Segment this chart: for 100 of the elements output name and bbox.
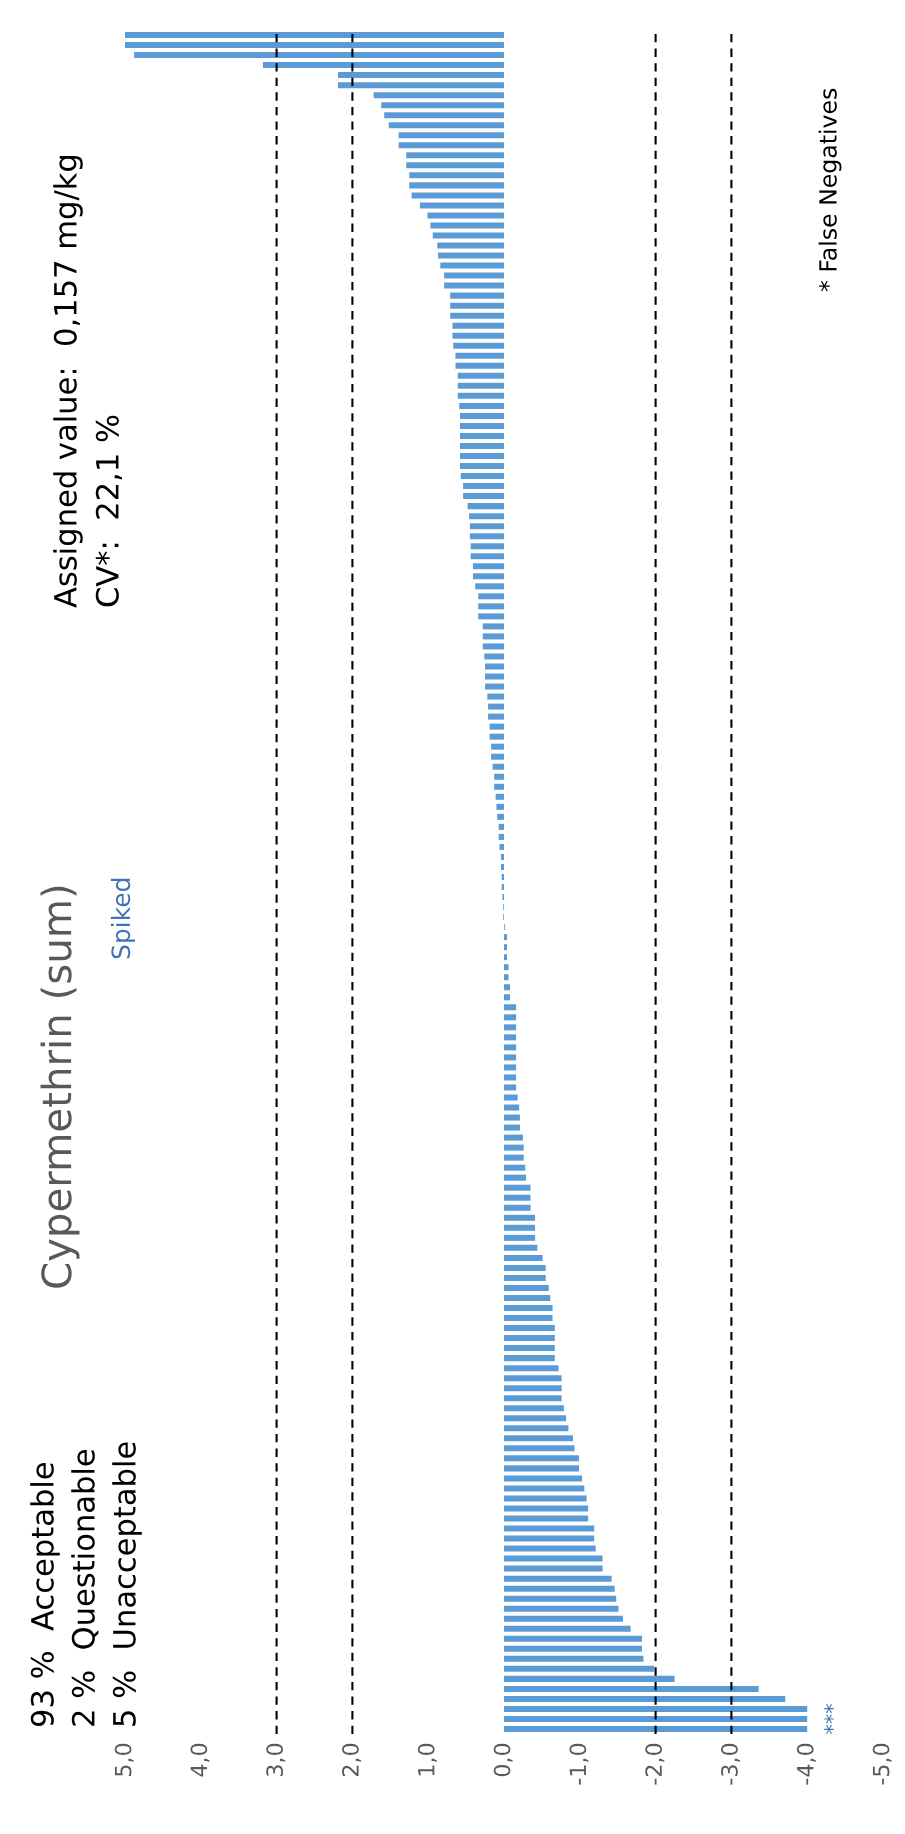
bar — [467, 503, 504, 510]
bar — [504, 1284, 549, 1291]
bar — [482, 623, 504, 630]
bar — [504, 1124, 520, 1131]
text: 93 % Acceptable — [30, 1463, 60, 1727]
bar — [504, 1555, 603, 1562]
bar — [504, 1134, 523, 1141]
bar — [125, 42, 504, 49]
bar — [504, 1455, 580, 1462]
bar — [459, 402, 504, 409]
bar — [504, 1024, 517, 1031]
bar — [409, 172, 504, 179]
bar — [504, 1004, 517, 1011]
bar — [504, 1074, 517, 1081]
bar — [504, 1435, 573, 1442]
x-tick-label: 2,0 — [342, 1743, 362, 1777]
annotation: 5 % Unacceptable — [112, 1442, 142, 1726]
bar — [504, 1365, 559, 1372]
bar — [504, 1204, 531, 1211]
bar — [504, 1595, 617, 1602]
bar — [504, 1355, 555, 1362]
bar — [504, 974, 509, 981]
bar — [504, 1094, 518, 1101]
bar — [504, 1294, 551, 1301]
bar — [504, 1675, 675, 1682]
bar — [457, 382, 504, 389]
bar — [469, 523, 504, 530]
bar — [478, 593, 504, 600]
bar — [470, 543, 504, 550]
bar — [427, 212, 504, 219]
bar — [504, 1054, 517, 1061]
bar — [485, 683, 504, 690]
bar — [381, 102, 504, 109]
bar — [406, 162, 504, 169]
bar — [373, 92, 504, 99]
bar — [504, 1315, 553, 1322]
bar — [494, 783, 504, 790]
bar — [460, 432, 504, 439]
bar — [398, 132, 504, 139]
bar — [472, 573, 504, 580]
x-tick-label: 4,0 — [190, 1743, 210, 1777]
bar — [384, 112, 504, 119]
text: 2 % Questionable — [71, 1449, 99, 1726]
bar — [460, 442, 504, 449]
bar — [504, 1605, 619, 1612]
bar — [504, 1535, 595, 1542]
bar — [450, 292, 504, 299]
x-tick-label: 5,0 — [114, 1743, 134, 1776]
bar — [504, 1615, 624, 1622]
bar — [444, 272, 504, 279]
bar — [457, 372, 504, 379]
bar — [338, 82, 504, 89]
bar — [489, 723, 504, 730]
bar — [504, 1375, 562, 1382]
bar — [504, 1485, 585, 1492]
bar — [504, 1184, 531, 1191]
bar — [437, 242, 504, 249]
bar — [504, 1385, 562, 1392]
bar — [504, 1264, 546, 1271]
x-tick-label: 1,0 — [417, 1743, 437, 1776]
bar — [504, 1044, 517, 1051]
bar — [499, 843, 504, 850]
bar — [504, 1665, 655, 1672]
bar — [504, 934, 508, 941]
annotation: *** — [824, 1703, 834, 1734]
bar — [494, 773, 504, 780]
bar — [469, 533, 504, 540]
bar — [419, 202, 504, 209]
bar — [504, 1244, 538, 1251]
bar — [478, 613, 504, 620]
bar — [504, 1445, 575, 1452]
bar — [504, 954, 508, 961]
bar — [504, 1585, 615, 1592]
bar — [488, 703, 504, 710]
bar — [452, 332, 504, 339]
bar — [504, 1635, 642, 1642]
text: Spiked — [110, 878, 136, 959]
bar — [504, 1395, 562, 1402]
bar — [450, 312, 504, 319]
x-tick-label: -5,0 — [872, 1743, 892, 1785]
bar — [498, 833, 504, 840]
bar — [504, 1104, 520, 1111]
bar — [504, 1705, 808, 1712]
bar — [504, 1405, 564, 1412]
bar — [504, 1164, 526, 1171]
bar — [475, 583, 504, 590]
x-tick-label: 0,0 — [493, 1743, 513, 1777]
bar — [485, 673, 504, 680]
bar — [452, 322, 504, 329]
bar — [504, 1495, 587, 1502]
bar — [482, 633, 504, 640]
bar — [491, 753, 504, 760]
bar — [504, 1194, 531, 1201]
bar — [504, 1014, 517, 1021]
bar — [487, 693, 504, 700]
bar — [504, 1174, 526, 1181]
bar — [488, 713, 504, 720]
bar — [504, 1345, 555, 1352]
bar — [388, 122, 504, 129]
bar — [504, 1335, 555, 1342]
